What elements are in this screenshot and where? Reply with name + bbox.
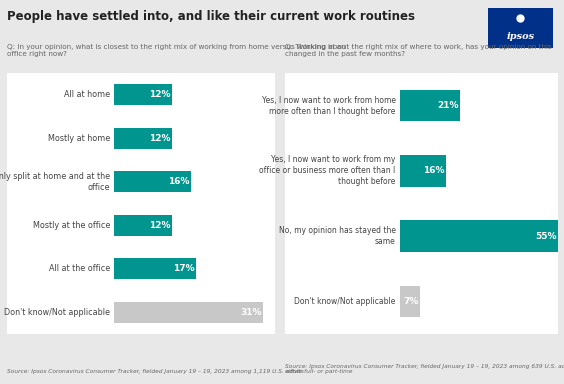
Text: Source: Ipsos Coronavirus Consumer Tracker, fielded January 19 – 19, 2023 among : Source: Ipsos Coronavirus Consumer Track… bbox=[7, 369, 303, 374]
Text: 55%: 55% bbox=[535, 232, 556, 241]
Bar bbox=[400, 90, 460, 121]
Text: 16%: 16% bbox=[168, 177, 190, 186]
Text: 12%: 12% bbox=[149, 90, 170, 99]
Text: 12%: 12% bbox=[149, 134, 170, 143]
Text: Yes, I now want to work from home
more often than I thought before: Yes, I now want to work from home more o… bbox=[262, 96, 395, 116]
Bar bbox=[114, 215, 172, 236]
Bar bbox=[114, 128, 172, 149]
Text: Q: In your opinion, what is closest to the right mix of working from home versus: Q: In your opinion, what is closest to t… bbox=[7, 44, 345, 57]
Bar bbox=[400, 220, 558, 252]
Text: Evenly split at home and at the
office: Evenly split at home and at the office bbox=[0, 172, 110, 192]
Text: 7%: 7% bbox=[403, 297, 418, 306]
Text: 12%: 12% bbox=[149, 221, 170, 230]
Bar bbox=[114, 84, 172, 105]
Bar bbox=[400, 155, 446, 187]
Text: Mostly at the office: Mostly at the office bbox=[33, 221, 110, 230]
Text: Yes, I now want to work from my
office or business more often than I
thought bef: Yes, I now want to work from my office o… bbox=[259, 155, 395, 187]
Bar bbox=[114, 171, 191, 192]
Text: 17%: 17% bbox=[173, 264, 195, 273]
Text: No, my opinion has stayed the
same: No, my opinion has stayed the same bbox=[279, 226, 395, 246]
Text: People have settled into, and like their current work routines: People have settled into, and like their… bbox=[7, 10, 415, 23]
Bar bbox=[114, 302, 263, 323]
Text: All at home: All at home bbox=[64, 90, 110, 99]
Text: ipsos: ipsos bbox=[506, 32, 534, 41]
Text: Mostly at home: Mostly at home bbox=[48, 134, 110, 143]
Bar bbox=[400, 286, 420, 317]
Bar bbox=[114, 258, 196, 279]
Text: Source: Ipsos Coronavirus Consumer Tracker, fielded January 19 – 19, 2023 among : Source: Ipsos Coronavirus Consumer Track… bbox=[285, 364, 564, 374]
Text: All at the office: All at the office bbox=[49, 264, 110, 273]
Text: Q: Thinking about the right mix of where to work, has your opinion on this
chang: Q: Thinking about the right mix of where… bbox=[285, 44, 552, 57]
Text: 31%: 31% bbox=[241, 308, 262, 317]
Text: 21%: 21% bbox=[437, 101, 459, 110]
Text: Don't know/Not applicable: Don't know/Not applicable bbox=[4, 308, 110, 317]
Text: Don't know/Not applicable: Don't know/Not applicable bbox=[294, 297, 395, 306]
Text: 16%: 16% bbox=[423, 166, 444, 175]
